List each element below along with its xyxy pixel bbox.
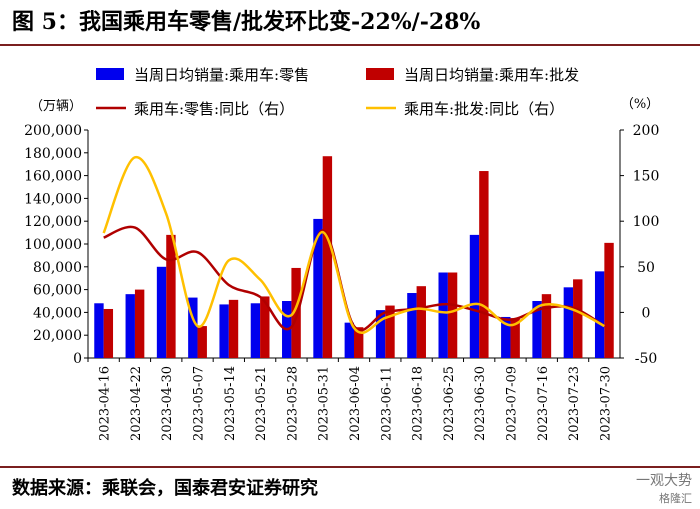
left-tick-label: 40,000 <box>33 305 82 321</box>
bar-wholesale <box>134 289 145 358</box>
bar-wholesale <box>322 156 333 358</box>
bar-wholesale <box>416 286 426 358</box>
bar-wholesale <box>573 279 583 358</box>
x-tick-label: 2023-05-21 <box>254 366 269 441</box>
bar-retail <box>375 310 386 358</box>
right-axis-unit: （%） <box>621 97 659 112</box>
right-tick-label: 200 <box>633 123 660 139</box>
bar-wholesale <box>197 326 207 358</box>
legend-label: 当周日均销量:乘用车:批发 <box>404 66 579 84</box>
x-tick-label: 2023-07-23 <box>567 366 582 441</box>
x-tick-label: 2023-05-14 <box>223 366 238 441</box>
right-tick-label: 0 <box>642 305 651 321</box>
left-tick-label: 20,000 <box>33 328 82 344</box>
bar-retail <box>344 322 354 358</box>
bar-retail <box>188 297 198 358</box>
left-tick-label: 0 <box>73 351 82 367</box>
legend-swatch <box>96 68 124 80</box>
bar-wholesale <box>166 234 176 358</box>
x-tick-label: 2023-05-07 <box>192 366 207 441</box>
x-tick-label: 2023-06-04 <box>348 366 363 441</box>
x-tick-label: 2023-06-18 <box>411 366 426 441</box>
bar-wholesale <box>354 327 364 358</box>
bar-wholesale <box>260 296 270 358</box>
legend-label: 乘用车:零售:同比（右） <box>134 100 294 118</box>
bar-retail <box>125 294 135 358</box>
bar-retail <box>407 293 417 358</box>
bar-retail <box>219 304 229 358</box>
bar-wholesale <box>385 305 395 358</box>
legend-swatch <box>366 68 394 80</box>
right-tick-label: -50 <box>635 351 658 367</box>
x-tick-label: 2023-07-30 <box>598 366 613 441</box>
x-tick-label: 2023-06-30 <box>473 366 488 441</box>
x-tick-label: 2023-04-30 <box>160 366 175 441</box>
bar-retail <box>501 316 511 358</box>
bar-wholesale <box>479 171 489 358</box>
left-tick-label: 80,000 <box>33 260 82 276</box>
bar-retail <box>594 271 605 358</box>
right-tick-label: 150 <box>633 169 660 185</box>
legend-label: 当周日均销量:乘用车:零售 <box>134 66 309 84</box>
title-rule <box>0 44 700 46</box>
watermark: 一观大势 格隆汇 <box>636 470 692 506</box>
left-tick-label: 160,000 <box>24 169 82 185</box>
bar-retail <box>469 234 480 358</box>
x-tick-label: 2023-07-09 <box>504 366 519 441</box>
x-tick-label: 2023-07-16 <box>536 366 551 441</box>
x-tick-label: 2023-05-28 <box>285 366 300 441</box>
bar-wholesale <box>510 318 520 358</box>
left-tick-label: 200,000 <box>24 123 82 139</box>
bar-retail <box>156 266 167 358</box>
left-tick-label: 60,000 <box>33 283 82 299</box>
bar-wholesale <box>228 299 239 358</box>
legend-label: 乘用车:批发:同比（右） <box>404 100 564 118</box>
bar-retail <box>532 301 542 358</box>
bar-wholesale <box>541 294 552 358</box>
x-tick-label: 2023-05-31 <box>317 366 332 441</box>
bar-wholesale <box>604 242 614 358</box>
line-wholesale-yoy <box>102 156 605 335</box>
bar-retail <box>438 272 448 358</box>
bar-wholesale <box>447 272 458 358</box>
x-tick-label: 2023-06-25 <box>442 366 457 441</box>
source-note: 数据来源：乘联会，国泰君安证券研究 <box>12 478 318 499</box>
bar-retail <box>313 218 323 358</box>
x-tick-label: 2023-04-22 <box>129 366 144 441</box>
bar-retail <box>94 303 104 358</box>
right-tick-label: 50 <box>637 260 655 276</box>
x-tick-label: 2023-04-16 <box>98 366 113 441</box>
left-axis-unit: （万辆） <box>30 99 82 114</box>
watermark-sub: 格隆汇 <box>659 492 692 505</box>
bar-retail <box>563 287 574 358</box>
left-tick-label: 120,000 <box>24 214 82 230</box>
left-tick-label: 100,000 <box>24 237 82 253</box>
x-tick-label: 2023-06-11 <box>379 366 394 441</box>
bar-wholesale <box>103 308 114 358</box>
figure-title: 图 5：我国乘用车零售/批发环比变-22%/-28% <box>12 9 481 35</box>
watermark-text: 一观大势 <box>636 473 692 489</box>
left-tick-label: 140,000 <box>24 191 82 207</box>
bar-retail <box>250 303 261 358</box>
left-tick-label: 180,000 <box>24 146 82 162</box>
source-rule <box>0 466 700 468</box>
right-tick-label: 100 <box>633 214 660 230</box>
